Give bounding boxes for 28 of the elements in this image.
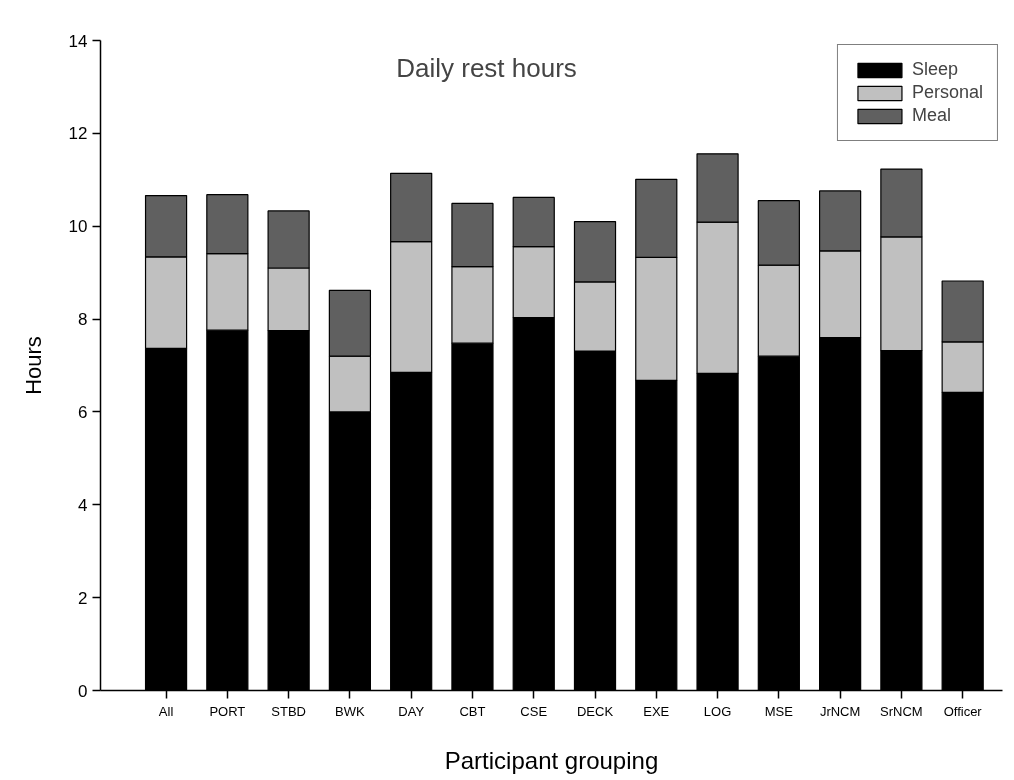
- x-tick-label: PORT: [209, 703, 246, 719]
- x-tick-label: LOG: [703, 703, 732, 719]
- y-tick-label: 6: [78, 402, 88, 422]
- y-tick-label: 12: [68, 124, 88, 144]
- y-tick-label: 14: [68, 31, 88, 51]
- x-tick-label: CSE: [520, 703, 548, 719]
- legend-label: Meal: [911, 105, 951, 126]
- x-tick-label: Officer: [943, 703, 983, 719]
- x-tick-label: EXE: [643, 703, 670, 719]
- x-tick-label: BWK: [335, 703, 366, 719]
- legend-label: Personal: [911, 82, 983, 103]
- legend-label: Sleep: [911, 59, 958, 80]
- x-tick-label: JrNCM: [819, 703, 861, 719]
- x-tick-label: DECK: [576, 703, 614, 719]
- x-tick-label: CBT: [459, 703, 486, 719]
- y-tick-label: 10: [68, 217, 88, 237]
- x-tick-label: DAY: [398, 703, 425, 719]
- x-tick-label: All: [158, 703, 174, 719]
- x-tick-label: STBD: [271, 703, 306, 719]
- x-tick-label: MSE: [764, 703, 794, 719]
- x-tick-label: SrNCM: [880, 703, 923, 719]
- y-tick-label: 4: [78, 495, 88, 515]
- y-axis-title: Hours: [20, 336, 46, 395]
- y-tick-label: 8: [78, 310, 88, 330]
- y-tick-label: 0: [78, 681, 88, 701]
- y-tick-label: 2: [78, 588, 88, 608]
- text: Daily rest hours: [396, 52, 577, 83]
- x-axis-title: Participant grouping: [444, 746, 659, 774]
